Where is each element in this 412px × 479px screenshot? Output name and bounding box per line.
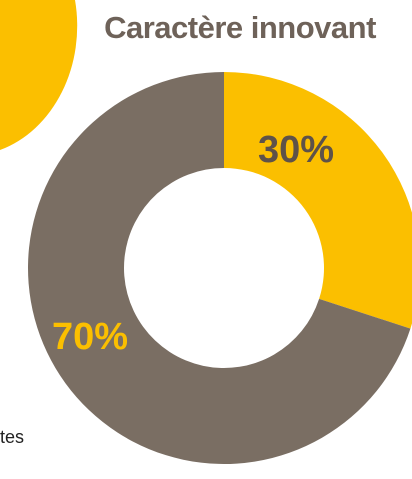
data-label-30-percent: 30%: [258, 129, 334, 171]
slice-30-percent: [224, 72, 412, 329]
slice-70-percent: [28, 71, 411, 464]
data-label-70-percent: 70%: [52, 316, 128, 358]
chart-title: Caractère innovant: [104, 10, 376, 45]
partial-text-fragment: tes: [0, 427, 24, 447]
decorative-circle-fragment: [0, 0, 78, 150]
donut-slices: [28, 71, 412, 464]
